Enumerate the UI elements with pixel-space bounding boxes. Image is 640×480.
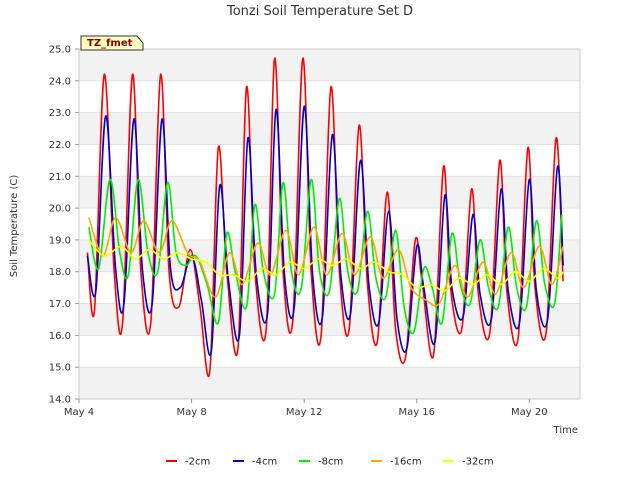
y-axis-title: Soil Temperature (C) (9, 175, 20, 278)
y-tick-label: 15.0 (49, 363, 71, 374)
y-tick-label: 17.0 (49, 299, 71, 310)
legend-label: -16cm (390, 457, 422, 468)
y-tick-label: 23.0 (49, 108, 71, 119)
series-line-2cm (86, 57, 564, 377)
x-tick-label: May 16 (398, 407, 435, 418)
x-tick-label: May 4 (64, 407, 94, 418)
y-tick-label: 25.0 (49, 45, 71, 56)
y-tick-label: 14.0 (49, 395, 71, 406)
grid-band (79, 367, 580, 399)
grid-band (79, 303, 580, 336)
y-tick-label: 21.0 (49, 172, 71, 183)
y-tick-label: 19.0 (49, 235, 71, 246)
y-tick-label: 18.0 (49, 267, 71, 278)
grid-bands (79, 49, 580, 400)
series-line-32cm (88, 239, 564, 292)
x-tick-label: May 12 (286, 407, 323, 418)
chart-title: Tonzi Soil Temperature Set D (226, 4, 413, 19)
y-tick-label: 16.0 (49, 331, 71, 342)
y-tick-label: 24.0 (49, 76, 71, 87)
x-tick-label: May 8 (176, 407, 206, 418)
site-badge: TZ_fmet (80, 35, 144, 51)
series-line-4cm (86, 105, 564, 356)
legend: -2cm -4cm -8cm -16cm -32cm (166, 457, 494, 468)
y-tick-label: 20.0 (49, 204, 71, 215)
legend-label: -32cm (462, 457, 494, 468)
legend-label: -4cm (252, 457, 277, 468)
series-line-16cm (88, 216, 564, 307)
series-layer (86, 57, 564, 377)
y-axis-ticks: 14.0 15.0 16.0 17.0 18.0 19.0 20.0 21.0 22.0 23.0… (49, 45, 79, 406)
plot-frame (78, 48, 581, 400)
legend-label: -8cm (318, 457, 343, 468)
badge-box (80, 35, 144, 51)
badge-label: TZ_fmet (87, 38, 133, 49)
legend-label: -2cm (185, 457, 210, 468)
x-tick-label: May 20 (511, 407, 548, 418)
grid-band (79, 49, 580, 81)
grid-band (79, 335, 580, 368)
y-tick-label: 22.0 (49, 140, 71, 151)
x-axis-ticks: May 4 May 8 May 12 May 16 May 20 (64, 399, 548, 418)
series-line-8cm (88, 178, 563, 335)
x-axis-title: Time (553, 425, 578, 436)
